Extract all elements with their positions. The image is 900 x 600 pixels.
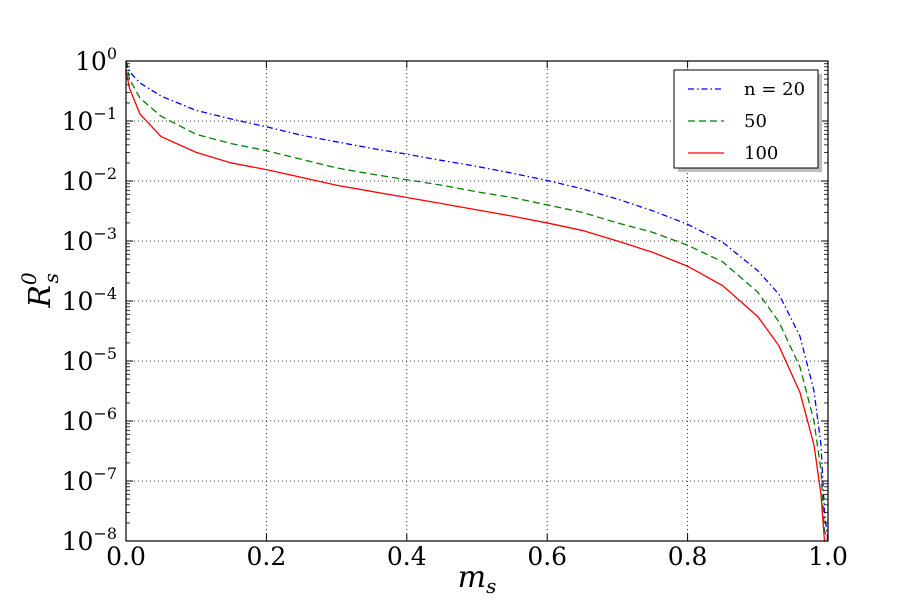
y-tick-label: 10−8: [62, 524, 117, 556]
x-tick-label: 0.0: [106, 542, 146, 571]
legend-label: 100: [744, 143, 778, 164]
x-tick-label: 0.6: [527, 542, 567, 571]
y-tick-label: 100: [75, 44, 117, 76]
legend: n = 20 50 100: [673, 69, 822, 172]
legend-label: n = 20: [744, 79, 805, 100]
y-tick-label: 10−2: [62, 164, 117, 196]
ticks: [125, 60, 829, 542]
legend-label: 50: [744, 111, 767, 132]
tick-labels: 0.0 0.2 0.4 0.6 0.8 1.0 100 10−1 10−2 10−3 10−4 10−…: [62, 44, 848, 571]
series-line-3: [125, 70, 828, 542]
y-tick-label: 10−3: [62, 224, 117, 256]
legend-box: [673, 69, 819, 169]
y-tick-label: 10−7: [62, 464, 117, 496]
y-tick-label: 10−4: [62, 284, 117, 316]
x-axis-label: ms: [458, 560, 497, 598]
y-axis-label: R0s: [17, 272, 63, 309]
x-tick-label: 0.4: [387, 542, 427, 571]
x-tick-label: 0.8: [668, 542, 708, 571]
y-tick-label: 10−6: [62, 404, 117, 436]
y-tick-label: 10−5: [62, 344, 117, 376]
series-line-2: [125, 60, 829, 542]
y-tick-label: 10−1: [62, 104, 117, 136]
x-tick-label: 1.0: [808, 542, 848, 571]
series-group: [125, 60, 829, 542]
x-tick-label: 0.2: [247, 542, 287, 571]
